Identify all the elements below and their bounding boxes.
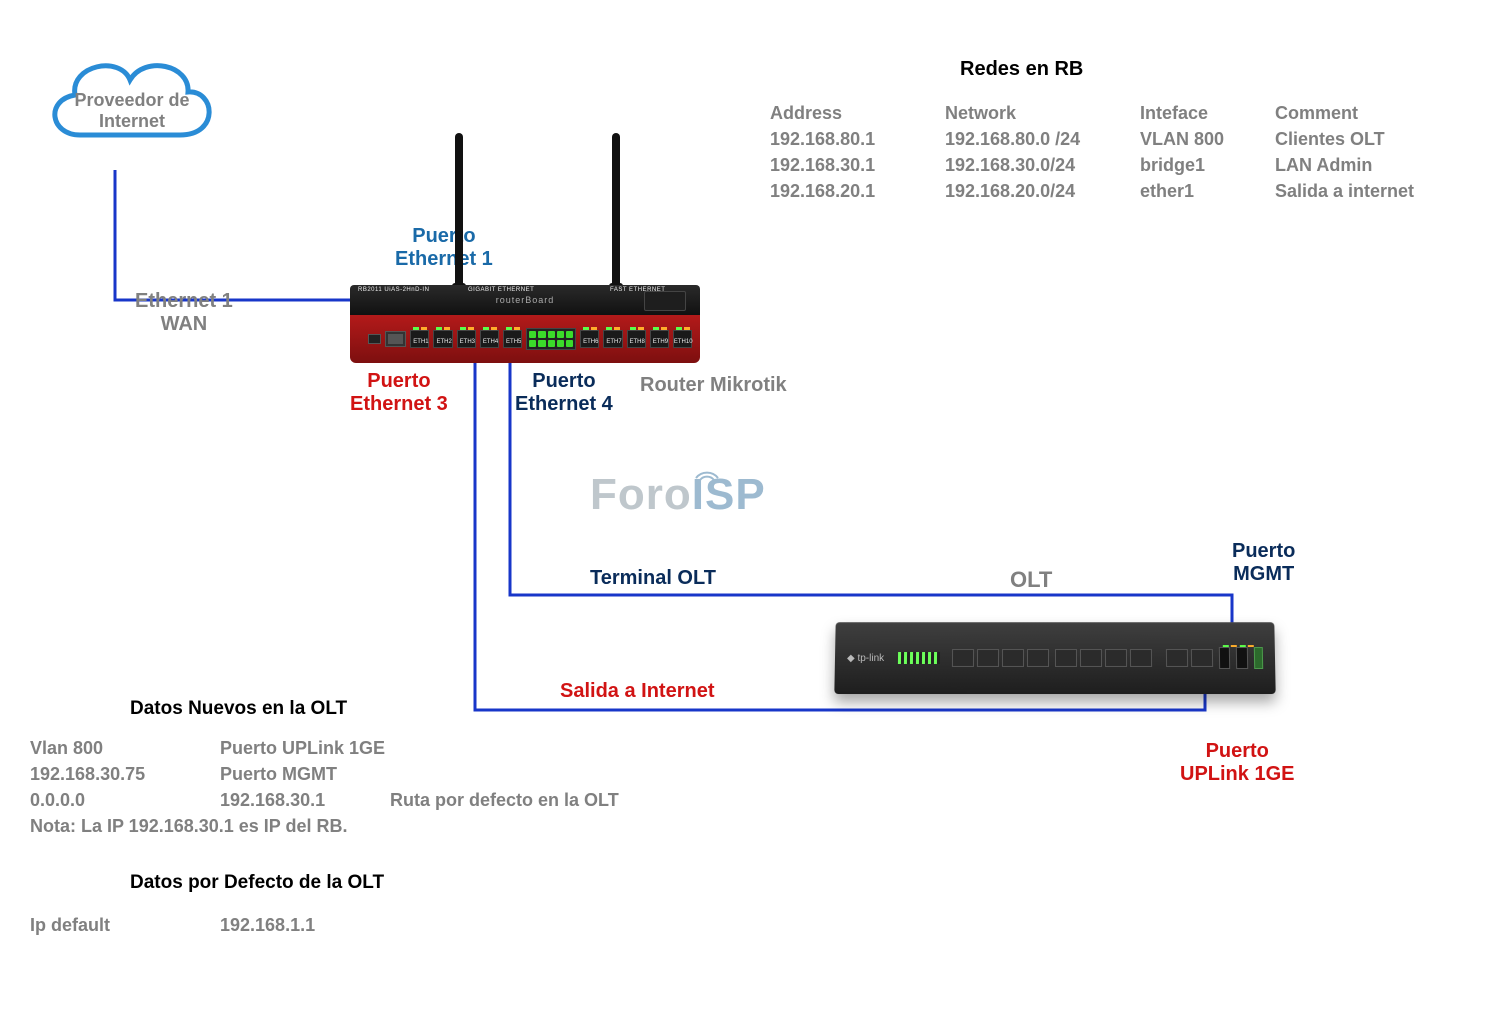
sfp-bank-uplink xyxy=(1166,649,1213,667)
puerto-eth4-label: Puerto Ethernet 4 xyxy=(515,370,613,416)
puerto-eth3-l2: Ethernet 3 xyxy=(350,393,448,416)
eth10-port: ETH10 xyxy=(673,330,692,348)
eth1-wan-label: Ethernet 1 WAN xyxy=(135,290,233,336)
terminal-olt-label: Terminal OLT xyxy=(590,567,716,590)
olt-d0-d1: Ip default xyxy=(30,912,220,938)
olt-terminal xyxy=(1253,647,1263,669)
eth9-port: ETH9 xyxy=(650,330,669,348)
puerto-eth4-l1: Puerto xyxy=(515,370,613,393)
eth5-port: ETH5 xyxy=(503,330,522,348)
eth4-port: ETH4 xyxy=(480,330,499,348)
olt-n0-d2: Puerto UPLink 1GE xyxy=(220,735,390,761)
puerto-eth3-label: Puerto Ethernet 3 xyxy=(350,370,448,416)
eth8-port: ETH8 xyxy=(627,330,646,348)
puerto-mgmt-l2: MGMT xyxy=(1232,563,1295,586)
rb-r1-c3: bridge1 xyxy=(1140,152,1275,178)
antenna-left xyxy=(455,133,463,293)
rb-head-interface: Inteface xyxy=(1140,100,1275,126)
rb-r1-c1: 192.168.30.1 xyxy=(770,152,945,178)
eth6-port: ETH6 xyxy=(580,330,599,348)
eth1-wan-l2: WAN xyxy=(135,313,233,336)
cloud-label: Proveedor de Internet xyxy=(72,90,192,132)
olt-brand: ◆ tp-link xyxy=(847,653,884,664)
olt-new-data: Vlan 800 Puerto UPLink 1GE 192.168.30.75… xyxy=(30,735,690,839)
olt-n1-d3 xyxy=(390,761,690,787)
led-block xyxy=(526,328,576,350)
puerto-eth1-label: Puerto Ethernet 1 xyxy=(395,225,493,271)
rb-table: Address Network Inteface Comment 192.168… xyxy=(770,100,1475,204)
sfp-port xyxy=(385,331,406,347)
eth3-port: ETH3 xyxy=(457,330,476,348)
antenna-right xyxy=(612,133,620,293)
olt-n2-d1: 0.0.0.0 xyxy=(30,787,220,813)
rb-r2-c2: 192.168.20.0/24 xyxy=(945,178,1140,204)
rb-r0-c3: VLAN 800 xyxy=(1140,126,1275,152)
rb-r2-c3: ether1 xyxy=(1140,178,1275,204)
rb-r1-c4: LAN Admin xyxy=(1275,152,1475,178)
olt-default-data: Ip default 192.168.1.1 xyxy=(30,912,390,938)
puerto-eth1-l2: Ethernet 1 xyxy=(395,248,493,271)
olt-n0-d3 xyxy=(390,735,690,761)
router-mikrotik-label: Router Mikrotik xyxy=(640,374,787,397)
cloud-label-line2: Internet xyxy=(72,111,192,132)
puerto-eth4-l2: Ethernet 4 xyxy=(515,393,613,416)
rb-head-network: Network xyxy=(945,100,1140,126)
olt-n1-d1: 192.168.30.75 xyxy=(30,761,220,787)
eth1-wan-l1: Ethernet 1 xyxy=(135,290,233,313)
rb-head-address: Address xyxy=(770,100,945,126)
olt-note: Nota: La IP 192.168.30.1 es IP del RB. xyxy=(30,813,690,839)
puerto-eth1-l1: Puerto xyxy=(395,225,493,248)
olt-mgmt-port xyxy=(1236,647,1248,669)
puerto-uplink-label: Puerto UPLink 1GE xyxy=(1180,740,1294,786)
internet-cloud: Proveedor de Internet xyxy=(30,40,220,180)
eth7-port: ETH7 xyxy=(603,330,622,348)
cloud-label-line1: Proveedor de xyxy=(72,90,192,111)
watermark-wifi-icon xyxy=(692,460,722,482)
rb-r0-c4: Clientes OLT xyxy=(1275,126,1475,152)
rb-r2-c1: 192.168.20.1 xyxy=(770,178,945,204)
rb-r0-c2: 192.168.80.0 /24 xyxy=(945,126,1140,152)
olt-default-title: Datos por Defecto de la OLT xyxy=(130,872,384,894)
olt-new-title: Datos Nuevos en la OLT xyxy=(130,698,347,720)
router-mikrotik: routerBoard RB2011 UiAS-2HnD-IN GIGABIT … xyxy=(350,285,700,363)
salida-internet-label: Salida a Internet xyxy=(560,680,715,703)
rb-r0-c1: 192.168.80.1 xyxy=(770,126,945,152)
puerto-mgmt-label: Puerto MGMT xyxy=(1232,540,1295,586)
rb-r2-c4: Salida a internet xyxy=(1275,178,1475,204)
eth2-port: ETH2 xyxy=(433,330,452,348)
olt-label: OLT xyxy=(1010,567,1052,593)
router-top-text: routerBoard xyxy=(496,295,555,305)
puerto-mgmt-l1: Puerto xyxy=(1232,540,1295,563)
rb-table-title: Redes en RB xyxy=(960,58,1083,81)
sfp-bank-1 xyxy=(951,649,1048,667)
rb-r1-c2: 192.168.30.0/24 xyxy=(945,152,1140,178)
olt-n2-d2: 192.168.30.1 xyxy=(220,787,390,813)
puerto-uplink-l1: Puerto xyxy=(1180,740,1294,763)
olt-n2-d3: Ruta por defecto en la OLT xyxy=(390,787,690,813)
rb-head-comment: Comment xyxy=(1275,100,1475,126)
puerto-eth3-l1: Puerto xyxy=(350,370,448,393)
olt-device: ◆ tp-link xyxy=(834,622,1275,694)
olt-d0-d2: 192.168.1.1 xyxy=(220,912,390,938)
usb-port xyxy=(368,334,381,344)
watermark-foro: Foro xyxy=(590,470,692,519)
sfp-bank-2 xyxy=(1055,649,1152,667)
router-front: RB2011 UiAS-2HnD-IN GIGABIT ETHERNET FAS… xyxy=(350,315,700,363)
router-display xyxy=(644,291,686,311)
olt-n1-d2: Puerto MGMT xyxy=(220,761,390,787)
olt-uplink-1ge xyxy=(1219,647,1231,669)
watermark: ForoISP xyxy=(590,470,766,520)
puerto-uplink-l2: UPLink 1GE xyxy=(1180,763,1294,786)
eth1-port: ETH1 xyxy=(410,330,429,348)
olt-leds xyxy=(898,652,940,664)
olt-n0-d1: Vlan 800 xyxy=(30,735,220,761)
